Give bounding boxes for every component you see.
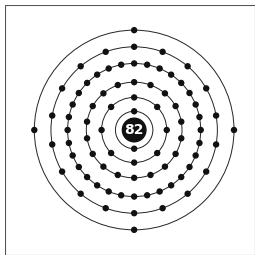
Circle shape: [65, 127, 70, 133]
Circle shape: [145, 193, 150, 198]
Circle shape: [76, 165, 81, 170]
Circle shape: [198, 127, 203, 133]
Circle shape: [155, 105, 160, 109]
Circle shape: [179, 80, 184, 86]
Circle shape: [132, 227, 137, 232]
Circle shape: [132, 175, 137, 180]
Circle shape: [60, 169, 64, 174]
Circle shape: [173, 103, 178, 109]
Circle shape: [132, 80, 137, 85]
Circle shape: [132, 28, 137, 33]
Circle shape: [103, 206, 108, 211]
Circle shape: [132, 109, 137, 114]
Circle shape: [132, 95, 137, 100]
Circle shape: [70, 153, 75, 158]
Circle shape: [76, 90, 81, 95]
Circle shape: [99, 127, 104, 133]
Circle shape: [50, 113, 55, 118]
Circle shape: [155, 151, 160, 155]
Circle shape: [95, 72, 100, 77]
Circle shape: [84, 136, 89, 141]
Circle shape: [197, 140, 202, 146]
Circle shape: [231, 127, 237, 133]
Circle shape: [132, 160, 137, 165]
Circle shape: [90, 103, 95, 109]
Circle shape: [179, 136, 184, 141]
Circle shape: [84, 174, 90, 180]
Circle shape: [187, 165, 192, 170]
Circle shape: [193, 102, 198, 107]
Circle shape: [84, 119, 89, 124]
Circle shape: [66, 140, 72, 146]
Circle shape: [132, 146, 137, 151]
Circle shape: [157, 189, 162, 194]
Circle shape: [119, 62, 124, 67]
Circle shape: [115, 82, 120, 88]
Circle shape: [179, 174, 184, 180]
Circle shape: [160, 49, 165, 54]
Circle shape: [169, 183, 174, 188]
Circle shape: [164, 127, 169, 133]
Circle shape: [70, 102, 75, 107]
Circle shape: [50, 142, 55, 147]
Circle shape: [173, 151, 178, 157]
Circle shape: [169, 72, 174, 77]
Circle shape: [197, 114, 202, 120]
Circle shape: [132, 211, 137, 216]
Circle shape: [32, 127, 37, 133]
Circle shape: [78, 191, 83, 196]
Circle shape: [60, 86, 64, 91]
Circle shape: [109, 151, 114, 155]
Circle shape: [106, 66, 111, 71]
Circle shape: [148, 82, 153, 88]
Circle shape: [109, 105, 114, 109]
Circle shape: [214, 142, 219, 147]
Circle shape: [185, 191, 190, 196]
Circle shape: [84, 80, 90, 86]
Circle shape: [204, 169, 209, 174]
Circle shape: [101, 164, 106, 169]
Circle shape: [103, 49, 108, 54]
Circle shape: [101, 91, 106, 96]
Circle shape: [160, 206, 165, 211]
Circle shape: [78, 64, 83, 69]
Circle shape: [148, 172, 153, 178]
Circle shape: [122, 118, 146, 142]
Circle shape: [132, 194, 137, 199]
Text: 82: 82: [125, 123, 144, 137]
Circle shape: [179, 119, 184, 124]
Circle shape: [162, 91, 167, 96]
Circle shape: [204, 86, 209, 91]
Circle shape: [185, 64, 190, 69]
Circle shape: [162, 164, 167, 169]
Circle shape: [132, 44, 137, 49]
Circle shape: [66, 114, 72, 120]
Circle shape: [119, 193, 124, 198]
Circle shape: [157, 66, 162, 71]
Circle shape: [95, 183, 100, 188]
Circle shape: [145, 62, 150, 67]
Circle shape: [187, 90, 192, 95]
Circle shape: [214, 113, 219, 118]
Circle shape: [132, 61, 137, 66]
Circle shape: [193, 153, 198, 158]
Circle shape: [115, 172, 120, 178]
Circle shape: [90, 151, 95, 157]
Circle shape: [106, 189, 111, 194]
